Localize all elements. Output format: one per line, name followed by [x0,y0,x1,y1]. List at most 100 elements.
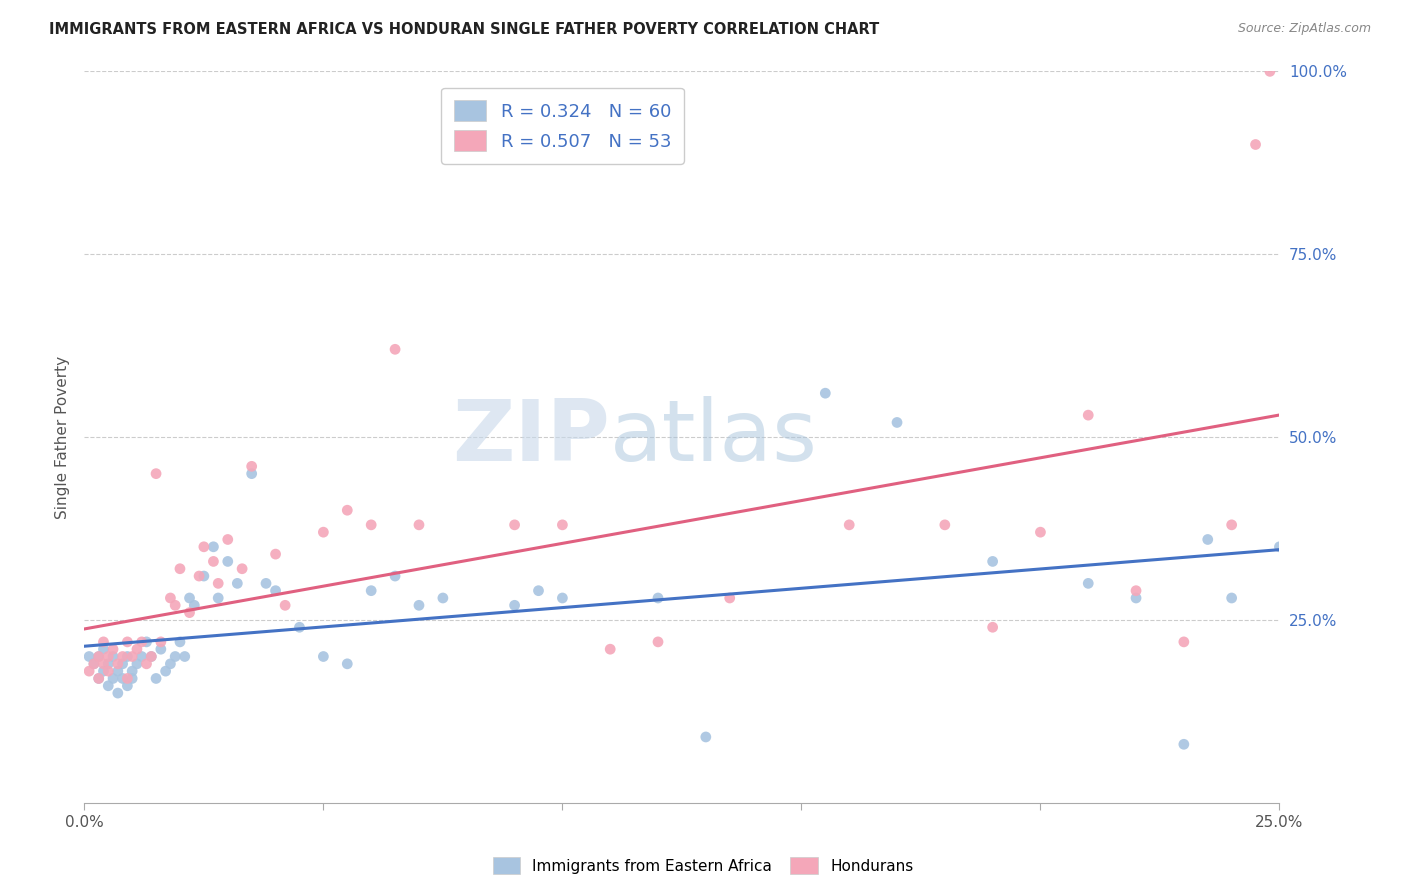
Point [101,672,124,686]
Point [87,649,110,664]
Point [179,606,201,620]
Point [1077,408,1099,422]
Point [527,583,550,598]
Point [981,554,1004,568]
Point [202,540,225,554]
Point [121,672,143,686]
Point [145,672,167,686]
Point [125,642,148,657]
Point [93,664,115,678]
Point [101,642,124,657]
Point [254,576,277,591]
Point [207,591,229,605]
Point [264,583,287,598]
Point [1173,737,1195,751]
Point [121,664,143,678]
Point [101,649,124,664]
Point [83,657,105,671]
Point [165,649,187,664]
Point [1125,583,1147,598]
Point [159,657,181,671]
Point [360,517,382,532]
Point [312,525,335,540]
Point [93,642,115,657]
Point [87,672,110,686]
Point [264,547,287,561]
Point [159,591,181,605]
Text: atlas: atlas [610,395,818,479]
Point [193,540,215,554]
Y-axis label: Single Father Poverty: Single Father Poverty [55,356,70,518]
Point [87,649,110,664]
Point [97,657,120,671]
Point [173,649,195,664]
Text: Source: ZipAtlas.com: Source: ZipAtlas.com [1237,22,1371,36]
Point [288,620,311,634]
Point [1029,525,1052,540]
Point [97,649,120,664]
Point [1220,517,1243,532]
Point [93,635,115,649]
Point [131,649,153,664]
Point [240,467,263,481]
Point [981,620,1004,634]
Point [149,635,172,649]
Point [1077,576,1099,591]
Point [117,679,139,693]
Point [1268,540,1291,554]
Point [169,562,191,576]
Point [551,517,574,532]
Point [117,672,139,686]
Point [274,599,297,613]
Point [141,649,163,664]
Point [814,386,837,401]
Point [131,635,153,649]
Point [217,554,239,568]
Point [312,649,335,664]
Point [97,679,120,693]
Point [1125,591,1147,605]
Point [111,672,134,686]
Point [647,591,669,605]
Text: ZIP: ZIP [453,395,610,479]
Point [551,591,574,605]
Point [117,635,139,649]
Point [384,343,406,357]
Point [838,517,860,532]
Point [384,569,406,583]
Point [149,642,172,657]
Point [1258,64,1281,78]
Text: IMMIGRANTS FROM EASTERN AFRICA VS HONDURAN SINGLE FATHER POVERTY CORRELATION CHA: IMMIGRANTS FROM EASTERN AFRICA VS HONDUR… [49,22,880,37]
Legend: Immigrants from Eastern Africa, Hondurans: Immigrants from Eastern Africa, Honduran… [486,851,920,880]
Point [226,576,249,591]
Point [121,649,143,664]
Point [240,459,263,474]
Point [111,649,134,664]
Point [207,576,229,591]
Point [141,649,163,664]
Point [87,672,110,686]
Point [1220,591,1243,605]
Point [155,664,177,678]
Point [1244,137,1267,152]
Point [217,533,239,547]
Point [1173,635,1195,649]
Point [408,599,430,613]
Point [183,599,205,613]
Point [77,664,100,678]
Point [718,591,741,605]
Point [179,591,201,605]
Point [503,599,526,613]
Point [107,686,129,700]
Point [408,517,430,532]
Point [695,730,717,744]
Point [111,657,134,671]
Point [202,554,225,568]
Point [193,569,215,583]
Point [93,657,115,671]
Point [117,649,139,664]
Point [503,517,526,532]
Point [83,657,105,671]
Point [125,657,148,671]
Point [336,657,359,671]
